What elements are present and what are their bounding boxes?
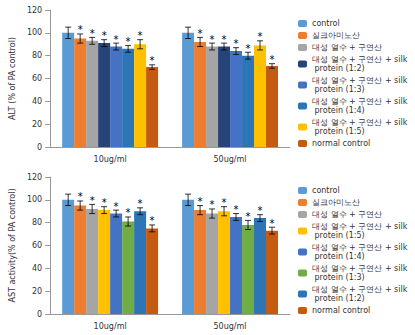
svg-text:protein (1:4): protein (1:4)	[312, 106, 365, 115]
svg-text:*: *	[222, 197, 227, 208]
svg-text:0: 0	[37, 310, 42, 319]
svg-text:*: *	[126, 36, 131, 47]
svg-text:*: *	[210, 199, 215, 210]
svg-text:100: 100	[27, 28, 42, 37]
svg-text:대성 열수 + 구연산 + silk: 대성 열수 + 구연산 + silk	[312, 285, 408, 294]
svg-text:*: *	[234, 204, 239, 215]
svg-text:대성 열수 + 구연산: 대성 열수 + 구연산	[312, 43, 382, 52]
svg-text:*: *	[234, 38, 239, 49]
svg-text:*: *	[198, 28, 203, 39]
svg-text:protein (1:5): protein (1:5)	[312, 231, 365, 240]
svg-text:10ug/ml: 10ug/ml	[94, 322, 127, 331]
svg-text:대성 열수 + 구연산 + silk: 대성 열수 + 구연산 + silk	[312, 222, 408, 231]
svg-text:*: *	[258, 31, 263, 42]
svg-text:protein (1:2): protein (1:2)	[312, 64, 365, 73]
svg-text:*: *	[198, 196, 203, 207]
svg-text:*: *	[150, 215, 155, 226]
svg-text:*: *	[222, 34, 227, 45]
svg-text:대성 열수 + 구연산 + silk: 대성 열수 + 구연산 + silk	[312, 118, 408, 127]
svg-text:*: *	[114, 201, 119, 212]
svg-text:*: *	[102, 30, 107, 41]
svg-text:대성 열수 + 구연산: 대성 열수 + 구연산	[312, 210, 382, 219]
svg-text:100: 100	[27, 195, 42, 204]
svg-text:60: 60	[32, 241, 42, 250]
svg-text:60: 60	[32, 74, 42, 83]
svg-text:control: control	[312, 19, 340, 28]
svg-text:*: *	[126, 207, 131, 218]
svg-text:protein (1:3): protein (1:3)	[312, 273, 365, 282]
svg-text:*: *	[90, 195, 95, 206]
svg-text:*: *	[150, 55, 155, 66]
svg-text:ALT (% of PA control): ALT (% of PA control)	[8, 37, 17, 120]
svg-text:80: 80	[32, 218, 42, 227]
svg-text:protein (1:5): protein (1:5)	[312, 127, 365, 136]
svg-text:50ug/ml: 50ug/ml	[214, 155, 247, 164]
svg-text:*: *	[114, 34, 119, 45]
svg-text:*: *	[138, 198, 143, 209]
svg-text:*: *	[246, 43, 251, 54]
svg-text:80: 80	[32, 51, 42, 60]
svg-text:*: *	[78, 191, 83, 202]
svg-text:*: *	[78, 24, 83, 35]
svg-text:대성 열수 + 구연산 + silk: 대성 열수 + 구연산 + silk	[312, 76, 408, 85]
svg-text:*: *	[210, 34, 215, 45]
svg-text:대성 열수 + 구연산 + silk: 대성 열수 + 구연산 + silk	[312, 243, 408, 252]
svg-text:*: *	[138, 30, 143, 41]
svg-text:normal control: normal control	[312, 139, 370, 148]
svg-text:대성 열수 + 구연산 + silk: 대성 열수 + 구연산 + silk	[312, 97, 408, 106]
svg-text:*: *	[270, 218, 275, 229]
svg-text:50ug/ml: 50ug/ml	[214, 322, 247, 331]
svg-text:40: 40	[32, 264, 42, 273]
svg-text:120: 120	[27, 6, 42, 15]
svg-text:20: 20	[32, 120, 42, 129]
svg-text:protein (1:2): protein (1:2)	[312, 294, 365, 303]
svg-text:실크아미노산: 실크아미노산	[312, 198, 360, 207]
svg-text:0: 0	[37, 143, 42, 152]
svg-text:AST activity(% of PA control): AST activity(% of PA control)	[8, 188, 17, 302]
svg-text:대성 열수 + 구연산 + silk: 대성 열수 + 구연산 + silk	[312, 55, 408, 64]
svg-text:control: control	[312, 186, 340, 195]
svg-text:실크아미노산: 실크아미노산	[312, 31, 360, 40]
svg-text:10ug/ml: 10ug/ml	[94, 155, 127, 164]
svg-text:대성 열수 + 구연산 + silk: 대성 열수 + 구연산 + silk	[312, 264, 408, 273]
svg-text:*: *	[90, 28, 95, 39]
svg-text:*: *	[246, 211, 251, 222]
svg-text:normal control: normal control	[312, 306, 370, 315]
svg-text:120: 120	[27, 173, 42, 182]
svg-text:protein (1:3): protein (1:3)	[312, 85, 365, 94]
svg-text:20: 20	[32, 287, 42, 296]
svg-text:40: 40	[32, 97, 42, 106]
svg-text:*: *	[102, 197, 107, 208]
svg-text:protein (1:4): protein (1:4)	[312, 252, 365, 261]
svg-text:*: *	[270, 54, 275, 65]
svg-text:*: *	[258, 205, 263, 216]
